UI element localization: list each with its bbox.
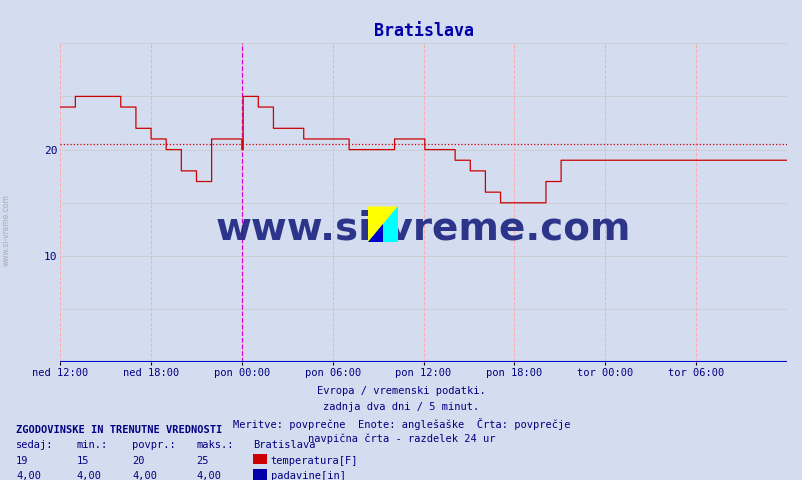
Text: www.si-vreme.com: www.si-vreme.com [216,209,630,247]
Text: 4,00: 4,00 [76,471,101,480]
Text: 19: 19 [16,456,29,466]
Polygon shape [367,206,398,242]
Text: sedaj:: sedaj: [16,440,54,450]
Title: Bratislava: Bratislava [373,22,473,40]
Text: 15: 15 [76,456,89,466]
Text: 25: 25 [196,456,209,466]
Text: padavine[in]: padavine[in] [270,471,345,480]
Text: Bratislava: Bratislava [253,440,315,450]
Text: 20: 20 [132,456,145,466]
Text: ZGODOVINSKE IN TRENUTNE VREDNOSTI: ZGODOVINSKE IN TRENUTNE VREDNOSTI [16,425,222,435]
Text: 4,00: 4,00 [132,471,157,480]
Polygon shape [367,225,383,242]
Text: Meritve: povprečne  Enote: anglešaške  Črta: povprečje: Meritve: povprečne Enote: anglešaške Črt… [233,418,569,430]
Text: maks.:: maks.: [196,440,234,450]
Text: temperatura[F]: temperatura[F] [270,456,358,466]
Text: povpr.:: povpr.: [132,440,176,450]
Text: zadnja dva dni / 5 minut.: zadnja dva dni / 5 minut. [323,402,479,412]
Text: 4,00: 4,00 [16,471,41,480]
Text: navpična črta - razdelek 24 ur: navpična črta - razdelek 24 ur [307,434,495,444]
Text: Evropa / vremenski podatki.: Evropa / vremenski podatki. [317,386,485,396]
Polygon shape [367,206,398,242]
Text: min.:: min.: [76,440,107,450]
Text: 4,00: 4,00 [196,471,221,480]
Text: www.si-vreme.com: www.si-vreme.com [2,194,11,266]
